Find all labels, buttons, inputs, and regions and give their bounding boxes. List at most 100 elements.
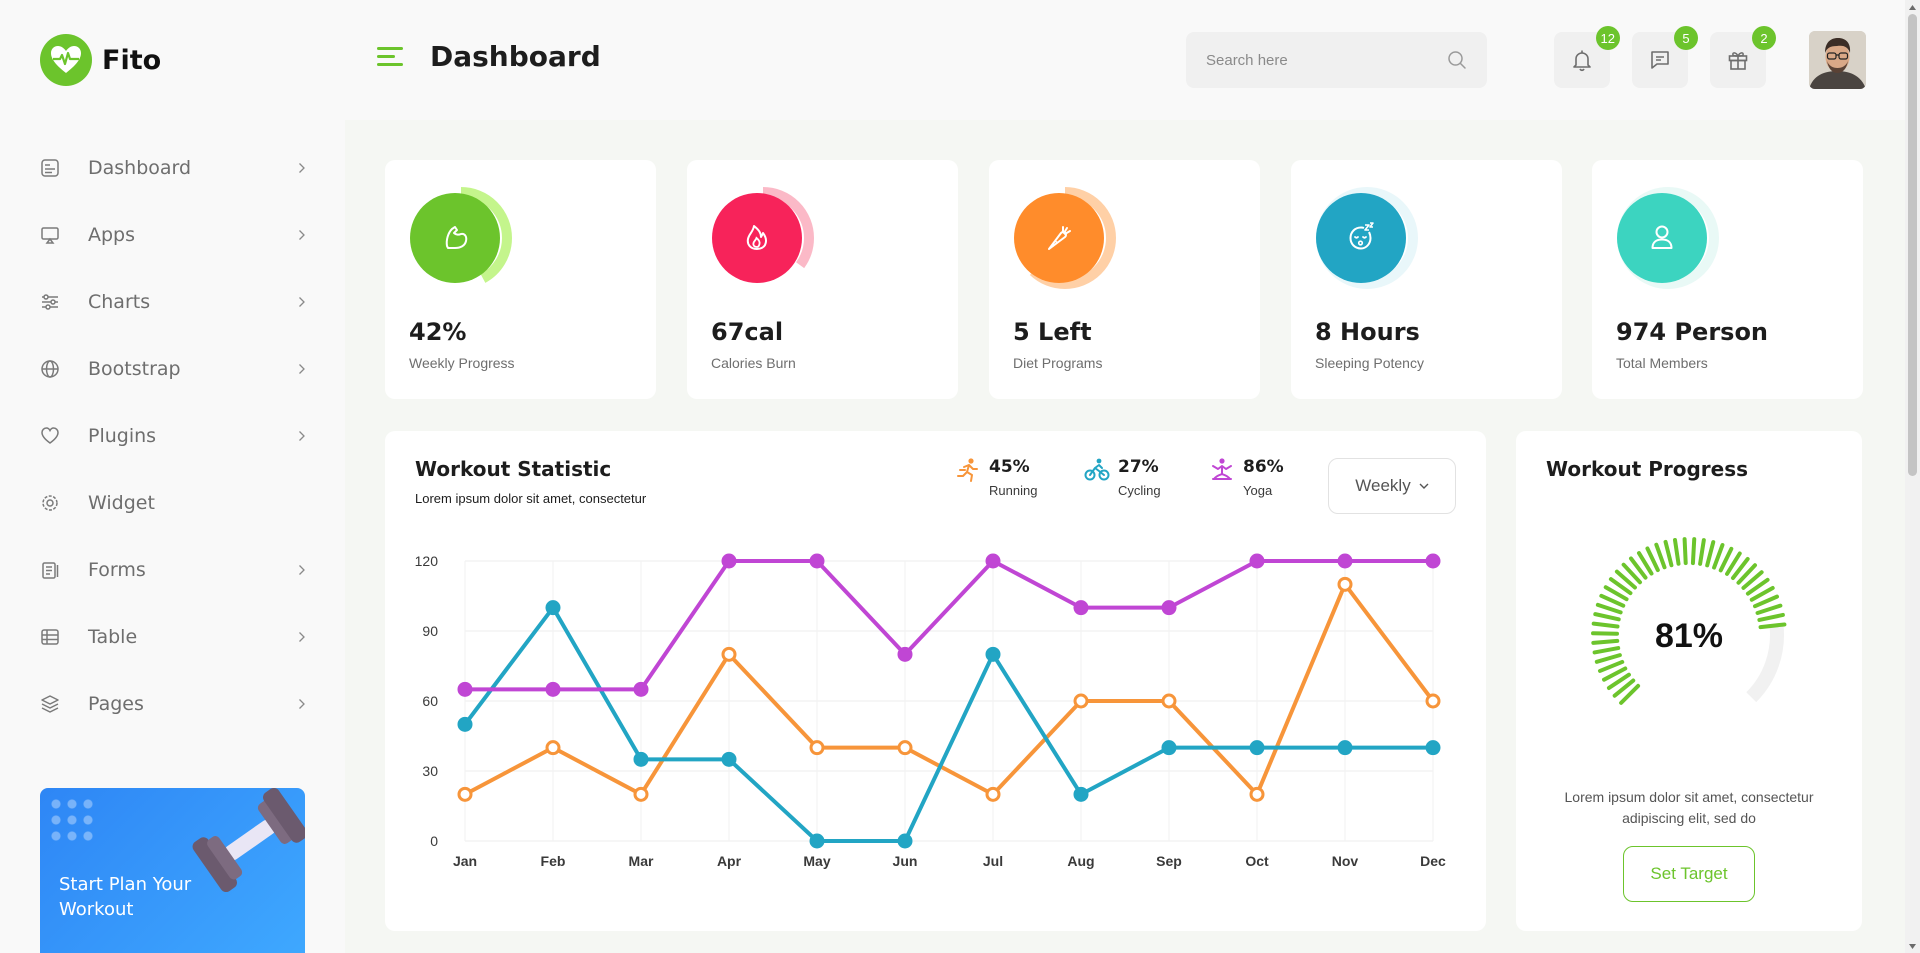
gauge-tick [1591, 621, 1620, 629]
data-point-yoga [1249, 553, 1265, 569]
chevron-right-icon [295, 697, 309, 711]
scroll-up-icon[interactable] [1908, 2, 1917, 12]
data-point-running [1425, 693, 1441, 709]
stat-label: Weekly Progress [409, 355, 515, 371]
period-value: Weekly [1355, 476, 1411, 495]
gauge-percent-label: 81% [1655, 617, 1723, 655]
gauge-tick [1597, 659, 1625, 673]
running-icon [957, 458, 978, 482]
forms-icon [40, 560, 60, 580]
sidebar-item-plugins[interactable]: Plugins [0, 402, 345, 469]
data-point-cycling [633, 751, 649, 767]
notifications-button[interactable]: 12 [1554, 26, 1620, 88]
data-point-cycling [457, 716, 473, 732]
sidebar-item-label: Bootstrap [88, 357, 181, 380]
flame-icon-ring [712, 187, 814, 289]
data-point-yoga [985, 553, 1001, 569]
sidebar-item-bootstrap[interactable]: Bootstrap [0, 335, 345, 402]
x-tick-label: Mar [629, 853, 654, 869]
set-target-button[interactable]: Set Target [1623, 846, 1755, 902]
data-point-yoga [545, 681, 561, 697]
messages-button[interactable]: 5 [1632, 26, 1698, 88]
x-tick-label: Aug [1067, 853, 1094, 869]
gauge-tick [1690, 537, 1697, 566]
bell-icon [1573, 50, 1591, 72]
data-point-yoga [721, 553, 737, 569]
flame-icon [746, 225, 768, 250]
sidebar-item-label: Dashboard [88, 156, 192, 179]
data-point-running [545, 740, 561, 756]
period-dropdown[interactable]: Weekly [1328, 458, 1456, 514]
chevron-right-icon [295, 161, 309, 175]
sidebar-item-dashboard[interactable]: Dashboard [0, 134, 345, 201]
chevron-right-icon [295, 295, 309, 309]
gauge-track [1746, 624, 1784, 703]
stat-value: 974 Person [1616, 318, 1769, 346]
stat-card-calories-burn[interactable]: 67cal Calories Burn [687, 160, 958, 399]
gauge-tick [1758, 622, 1787, 630]
data-point-cycling [1249, 740, 1265, 756]
y-tick-label: 120 [415, 553, 439, 569]
legend-cycling-pct: 27% [1118, 457, 1159, 477]
legend-yoga: 86% Yoga [1209, 457, 1284, 498]
search-icon[interactable] [1447, 50, 1467, 70]
data-point-yoga [457, 681, 473, 697]
table-icon [40, 627, 60, 647]
data-point-yoga [1337, 553, 1353, 569]
page-scrollbar[interactable] [1905, 0, 1920, 953]
data-point-running [457, 786, 473, 802]
gauge-tick [1591, 638, 1620, 645]
gauge-tick [1629, 556, 1648, 580]
sidebar-item-widget[interactable]: Widget [0, 469, 345, 536]
gauge-tick [1718, 546, 1734, 573]
heart-icon [40, 426, 60, 446]
search-input[interactable] [1206, 51, 1447, 69]
promo-text: Start Plan Your Workout [59, 874, 192, 920]
x-tick-label: Dec [1420, 853, 1446, 869]
gauge-tick [1698, 538, 1706, 566]
muscle-icon [445, 226, 468, 249]
data-point-yoga [633, 681, 649, 697]
stat-card-diet-programs[interactable]: 5 Left Diet Programs [989, 160, 1260, 399]
gauge-tick [1602, 666, 1628, 682]
menu-toggle-icon[interactable] [377, 47, 403, 69]
sidebar-item-table[interactable]: Table [0, 603, 345, 670]
x-tick-label: Jun [893, 853, 918, 869]
data-point-cycling [545, 600, 561, 616]
legend-running-name: Running [989, 483, 1038, 498]
sidebar-item-pages[interactable]: Pages [0, 670, 345, 737]
chevron-right-icon [295, 228, 309, 242]
logo[interactable]: Fito [40, 34, 161, 86]
sidebar-item-forms[interactable]: Forms [0, 536, 345, 603]
sidebar-item-apps[interactable]: Apps [0, 201, 345, 268]
promo-card[interactable]: Start Plan Your Workout [40, 788, 305, 953]
gauge-tick [1645, 546, 1660, 573]
gifts-button[interactable]: 2 [1710, 26, 1776, 88]
sidebar: Fito Dashboard Apps Charts Bootstrap Plugins… [0, 0, 345, 953]
workout-statistic-title: Workout Statistic [415, 457, 612, 481]
legend-running: 45% Running [955, 457, 1037, 498]
data-point-running [1337, 576, 1353, 592]
stat-card-weekly-progress[interactable]: 42% Weekly Progress [385, 160, 656, 399]
stat-card-total-members[interactable]: 974 Person Total Members [1592, 160, 1863, 399]
user-avatar[interactable] [1809, 31, 1866, 89]
data-point-running [1161, 693, 1177, 709]
gauge-tick [1736, 563, 1757, 585]
notifications-badge: 12 [1595, 26, 1620, 50]
sidebar-item-label: Plugins [88, 424, 157, 447]
sidebar-item-charts[interactable]: Charts [0, 268, 345, 335]
stat-label: Calories Burn [711, 355, 796, 371]
scroll-down-icon[interactable] [1908, 941, 1917, 951]
gauge-tick [1606, 672, 1631, 690]
data-point-running [1249, 786, 1265, 802]
gauge-tick [1614, 569, 1637, 590]
chevron-right-icon [295, 563, 309, 577]
sidebar-item-label: Apps [88, 223, 136, 246]
workout-statistic-card: Workout Statistic Lorem ipsum dolor sit … [385, 431, 1486, 931]
chevron-down-icon [1419, 483, 1429, 489]
scroll-thumb[interactable] [1908, 14, 1917, 476]
gauge-tick [1654, 542, 1667, 570]
data-point-cycling [897, 833, 913, 849]
stat-card-sleeping-potency[interactable]: 8 Hours Sleeping Potency [1291, 160, 1562, 399]
gifts-badge: 2 [1752, 26, 1776, 50]
